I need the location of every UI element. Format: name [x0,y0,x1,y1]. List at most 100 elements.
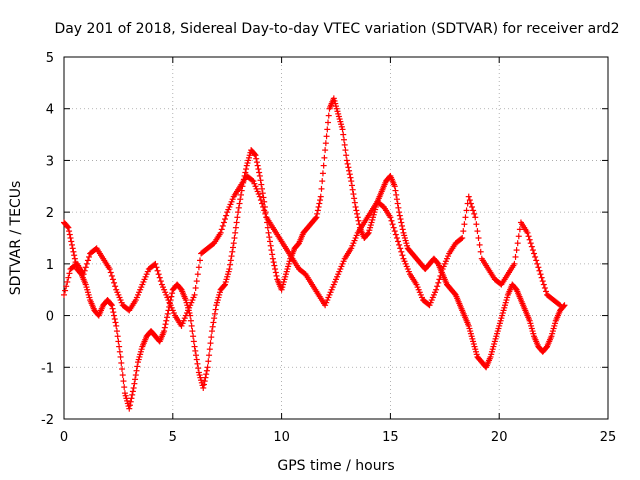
data-point [108,302,115,309]
data-point-interp [115,338,122,345]
data-point-interp [188,322,195,329]
data-point [396,209,403,216]
data-point-interp [364,230,371,237]
data-point-interp [474,228,481,235]
data-point-interp [438,269,445,276]
data-point-interp [471,210,478,217]
data-point-interp [195,264,202,271]
x-tick-label: 10 [273,430,290,445]
data-point [126,405,133,412]
data-point-interp [340,136,347,143]
series-1 [61,172,564,329]
data-point-interp [134,363,141,370]
data-point-interp [533,257,540,264]
data-point-interp [163,317,170,324]
data-point-interp [461,221,468,228]
data-point-interp [231,235,238,241]
data-point [537,271,544,278]
data-point-interp [121,384,128,391]
data-point-interp [232,224,239,231]
data-point-interp [351,195,358,202]
data-point-interp [114,333,121,340]
data-point-interp [222,216,229,223]
x-tick-label: 15 [382,430,399,445]
data-point-interp [71,255,78,262]
data-point-interp [392,231,399,238]
x-axis-title: GPS time / hours [277,458,394,474]
data-point-interp [272,266,279,273]
data-point-interp [119,372,126,379]
data-point [226,266,233,273]
data-point-interp [256,169,263,176]
data-point-interp [201,378,208,385]
data-point-interp [64,278,71,285]
data-point-interp [323,133,330,140]
data-point-interp [254,162,261,169]
data-point-interp [162,321,169,328]
data-point-interp [195,365,202,372]
data-point-interp [475,235,482,241]
y-tick-label: 1 [46,258,54,273]
data-point-interp [259,200,266,207]
data-point-interp [397,216,404,223]
data-point-interp [396,212,403,219]
data-point [393,235,400,241]
data-point-interp [345,164,352,171]
data-point-interp [436,276,443,283]
data-point-interp [259,190,266,197]
data-point [269,255,276,262]
data-point-interp [396,241,403,248]
data-point-interp [312,215,319,222]
data-point [235,209,242,216]
data-point-interp [116,348,123,355]
data-point-interp [218,226,225,233]
data-point-interp [82,264,89,271]
data-point-interp [321,154,328,161]
data-point [80,271,87,278]
data-point-interp [399,226,406,233]
data-point-interp [349,186,356,193]
data-point-interp [470,207,477,214]
data-point-interp [193,356,200,363]
data-point-interp [127,402,134,409]
data-point-interp [314,210,321,217]
y-tick-label: 0 [46,310,54,325]
data-point [511,260,518,267]
data-point-interp [325,119,332,126]
data-point-interp [212,306,219,313]
data-point-interp [119,366,126,373]
data-point-interp [107,269,114,276]
data-point-interp [542,288,549,295]
data-point [317,193,324,200]
data-point-interp [64,223,71,230]
data-point [322,147,329,154]
x-tick-label: 0 [60,430,68,445]
data-point-interp [267,242,274,249]
data-point-interp [169,290,176,297]
data-point-interp [227,261,234,268]
data-point-interp [318,185,325,192]
data-point-interp [264,224,271,231]
data-point-interp [154,267,161,274]
data-point-interp [189,328,196,335]
data-point-interp [258,181,265,188]
data-point-interp [398,219,405,226]
data-point-interp [129,388,136,395]
data-point [230,240,237,247]
data-point-interp [463,207,470,214]
data-point-interp [514,240,521,247]
data-point-interp [190,338,197,345]
data-point-interp [221,282,228,289]
data-point-interp [206,346,213,353]
data-point-interp [266,238,273,245]
data-point-interp [353,207,360,214]
data-point-interp [325,112,332,119]
data-point-interp [388,217,395,224]
data-point [256,193,263,200]
data-point [313,214,320,221]
x-tick-label: 5 [169,430,177,445]
data-point [557,302,564,309]
data-point-interp [66,231,73,238]
data-point-interp [257,177,264,184]
